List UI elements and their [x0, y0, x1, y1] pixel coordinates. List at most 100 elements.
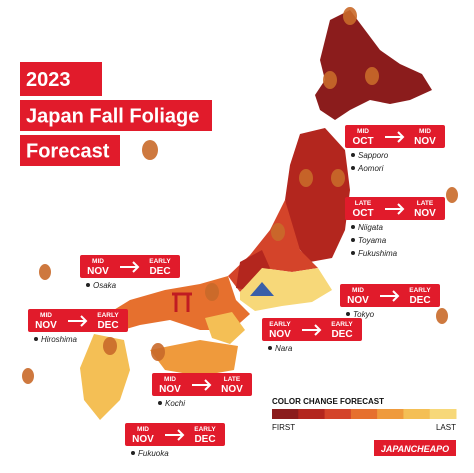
period-month: NOV: [87, 266, 109, 277]
period-qualifier: EARLY: [409, 287, 431, 294]
brand: JAPANCHEAPO: [381, 444, 449, 454]
period-qualifier: EARLY: [97, 312, 119, 319]
arrow: [120, 261, 140, 273]
pin: [86, 283, 90, 287]
period-qualifier: MID: [352, 287, 364, 294]
legend-swatch: [298, 409, 326, 419]
period-qualifier: MID: [357, 128, 369, 135]
chubu-south: [236, 250, 270, 290]
city: Nara: [275, 344, 293, 353]
period-qualifier: EARLY: [269, 321, 291, 328]
tree: [365, 67, 379, 85]
period-qualifier: EARLY: [194, 426, 216, 433]
tree: [205, 283, 219, 301]
title-line: Japan Fall Foliage: [26, 106, 199, 128]
tree: [151, 343, 165, 361]
tree: [331, 169, 345, 187]
period-month: NOV: [221, 384, 243, 395]
period-month: DEC: [149, 266, 170, 277]
city: Niigata: [358, 223, 383, 232]
period-qualifier: MID: [40, 312, 52, 319]
period-month: NOV: [35, 320, 57, 331]
leaf: [22, 368, 34, 384]
pin: [346, 312, 350, 316]
legend-swatch: [377, 409, 404, 419]
arrow: [380, 290, 400, 302]
tree: [103, 337, 117, 355]
leaf: [39, 264, 51, 280]
period-month: OCT: [352, 208, 373, 219]
city: Fukuoka: [138, 449, 169, 458]
pin: [351, 238, 355, 242]
map: [22, 7, 458, 420]
legend-swatch: [272, 409, 299, 419]
arrow: [385, 203, 405, 215]
city: Osaka: [93, 281, 117, 290]
period-month: NOV: [159, 384, 181, 395]
pin: [131, 451, 135, 455]
kii: [205, 312, 245, 344]
period-month: NOV: [347, 295, 369, 306]
legend: COLOR CHANGE FORECAST FIRST LAST JAPANCHEAP…: [272, 397, 457, 456]
period-month: DEC: [97, 320, 118, 331]
leaf: [142, 140, 158, 160]
leaf: [436, 308, 448, 324]
title-box: [20, 100, 212, 131]
pin: [351, 251, 355, 255]
period-qualifier: MID: [137, 426, 149, 433]
kanto: [240, 268, 332, 311]
arrow: [385, 131, 405, 143]
city: Toyama: [358, 236, 387, 245]
title-block: 2023 Japan Fall Foliage Forecast: [20, 62, 212, 166]
title-box: [20, 135, 120, 166]
period-month: OCT: [352, 136, 373, 147]
period-qualifier: EARLY: [149, 258, 171, 265]
arrow: [165, 429, 185, 441]
pin: [34, 337, 38, 341]
city: Hiroshima: [41, 335, 78, 344]
pin: [351, 166, 355, 170]
city: Tokyo: [353, 310, 375, 319]
period-month: NOV: [132, 434, 154, 445]
torii: [172, 292, 192, 312]
legend-swatch: [403, 409, 431, 419]
period-month: NOV: [414, 136, 436, 147]
arrow: [302, 324, 322, 336]
city: Aomori: [357, 164, 384, 173]
arrow: [192, 379, 212, 391]
legend-swatch: [324, 409, 352, 419]
tree: [271, 223, 285, 241]
leaves: [22, 7, 458, 384]
period-month: NOV: [414, 208, 436, 219]
period-qualifier: MID: [419, 128, 431, 135]
period-month: DEC: [331, 329, 352, 340]
arrow: [68, 315, 88, 327]
city: Fukushima: [358, 249, 398, 258]
period-qualifier: LATE: [417, 200, 434, 207]
legend-first: FIRST: [272, 423, 295, 432]
city: Kochi: [165, 399, 185, 408]
period-qualifier: MID: [92, 258, 104, 265]
leaf: [446, 187, 458, 203]
period-qualifier: EARLY: [331, 321, 353, 328]
shikoku: [150, 340, 238, 376]
period-month: DEC: [409, 295, 430, 306]
pin: [351, 225, 355, 229]
period-qualifier: LATE: [355, 200, 372, 207]
tree: [343, 7, 357, 25]
hokkaido: [315, 10, 432, 120]
mount-fuji: [250, 282, 274, 296]
tohoku: [285, 128, 350, 262]
kyushu: [80, 334, 130, 420]
period-month: NOV: [269, 329, 291, 340]
legend-last: LAST: [436, 423, 456, 432]
legend-title: COLOR CHANGE FORECAST: [272, 397, 384, 406]
pin: [351, 153, 355, 157]
title-line: 2023: [26, 69, 71, 91]
title-box: [20, 62, 102, 96]
city: Sapporo: [358, 151, 389, 160]
pin: [268, 346, 272, 350]
tree: [323, 71, 337, 89]
period-month: DEC: [194, 434, 215, 445]
